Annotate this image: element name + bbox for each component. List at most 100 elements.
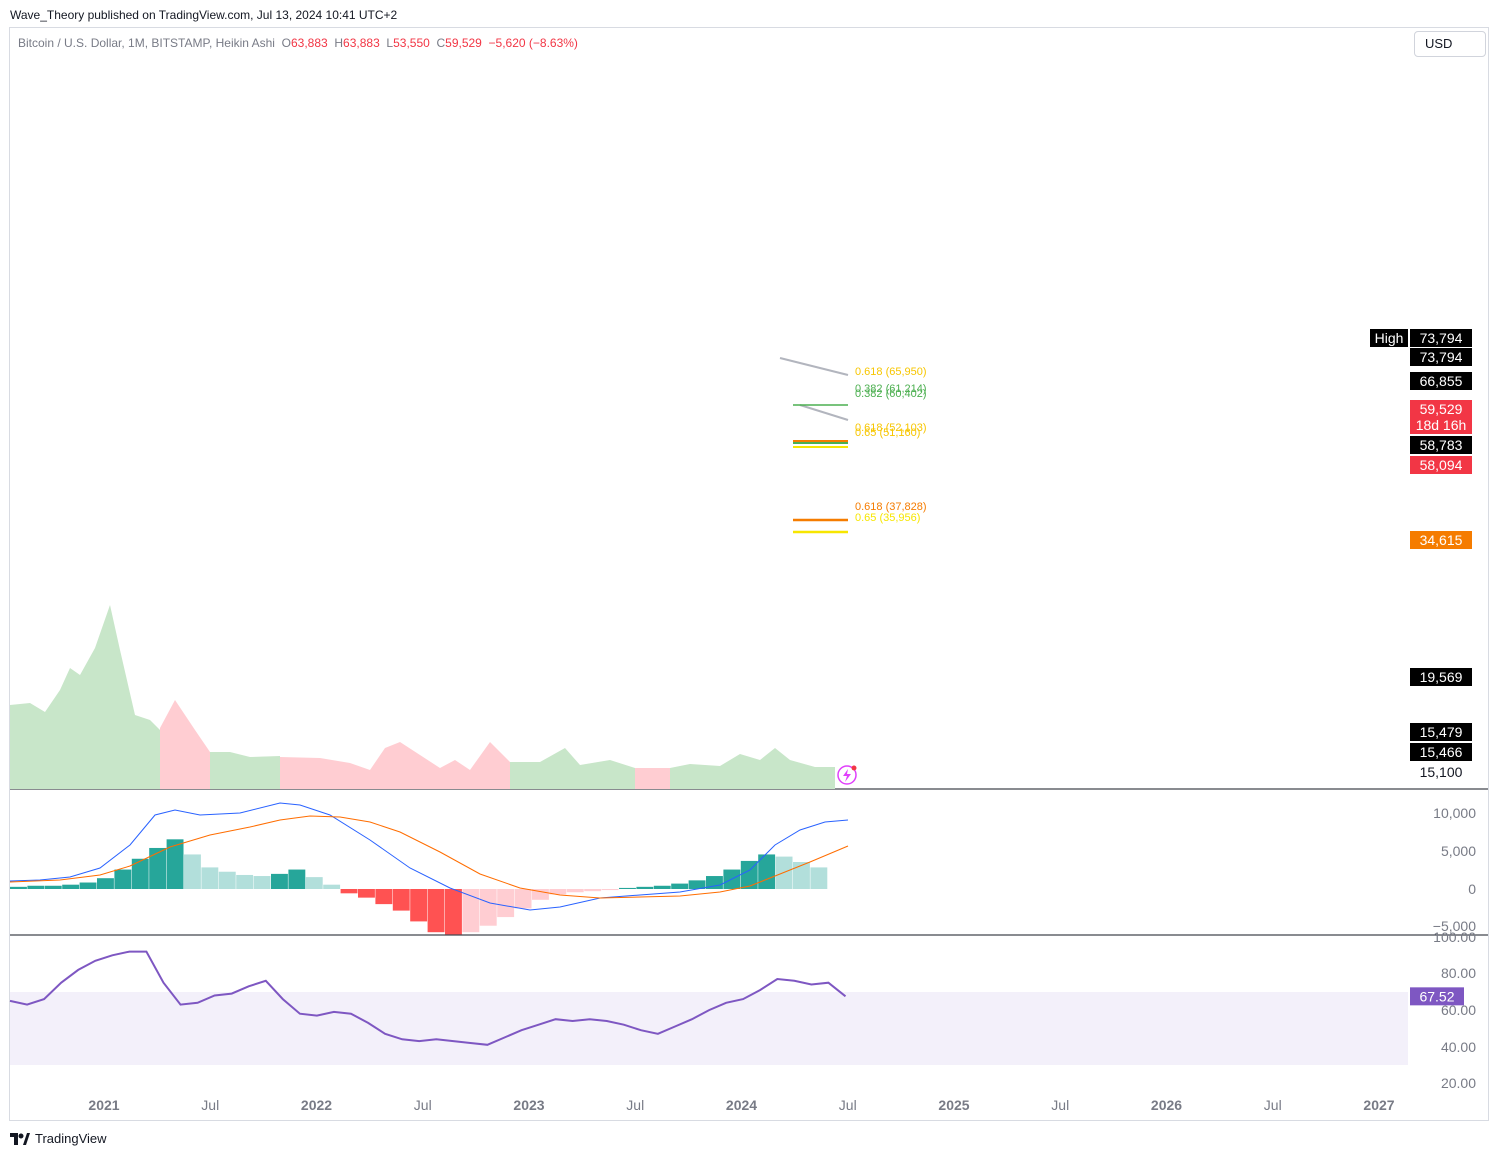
macd-histogram-bar bbox=[131, 858, 149, 889]
trendline bbox=[779, 357, 849, 376]
macd-histogram-bar bbox=[149, 847, 167, 889]
price-label-tag bbox=[1410, 531, 1472, 549]
time-axis-tick: 2025 bbox=[938, 1097, 969, 1113]
macd-axis-tick: 10,000 bbox=[1433, 805, 1476, 821]
volume-up-area bbox=[670, 748, 835, 789]
fib-levels: 0.618 (65,950) 0.382 (61,214)0.382 (60,40… bbox=[779, 357, 927, 534]
price-label-tag bbox=[1410, 348, 1472, 366]
currency-button[interactable]: USD bbox=[1414, 31, 1486, 57]
macd-histogram-bar bbox=[79, 882, 97, 889]
volume-area bbox=[10, 605, 835, 789]
alert-icon[interactable] bbox=[837, 765, 857, 785]
price-label-value: 59,529 bbox=[1420, 401, 1463, 417]
volume-up-area bbox=[510, 748, 635, 789]
rsi-value-tag bbox=[1410, 987, 1464, 1006]
rsi-axis-tick: 40.00 bbox=[1441, 1039, 1476, 1055]
macd-histogram-bar bbox=[514, 889, 532, 909]
price-label-value: 15,466 bbox=[1420, 744, 1463, 760]
fib-label: 0.618 (65,950) bbox=[855, 366, 927, 378]
tradingview-footer[interactable]: TradingView bbox=[10, 1131, 107, 1146]
macd-histogram-bar bbox=[184, 854, 201, 889]
macd-histogram-bar bbox=[793, 862, 810, 889]
price-label-tag bbox=[1410, 329, 1472, 347]
price-label: 58,783 bbox=[1410, 436, 1472, 454]
symbol-legend: Bitcoin / U.S. Dollar, 1M, BITSTAMP, Hei… bbox=[18, 36, 578, 50]
price-label-value: 18d 16h bbox=[1416, 417, 1467, 433]
macd-histogram-bar bbox=[392, 889, 410, 911]
time-axis-tick: Jul bbox=[839, 1097, 857, 1113]
volume-down-area bbox=[280, 742, 510, 789]
macd-histogram-bar bbox=[479, 889, 497, 926]
symbol-name: Bitcoin / U.S. Dollar, 1M, BITSTAMP, Hei… bbox=[18, 36, 275, 50]
price-label-tag bbox=[1410, 456, 1472, 474]
time-axis-tick: 2026 bbox=[1151, 1097, 1182, 1113]
time-axis-tick: Jul bbox=[414, 1097, 432, 1113]
price-label: 34,615 bbox=[1410, 531, 1472, 549]
volume-down-area bbox=[160, 700, 210, 789]
rsi-band bbox=[10, 992, 1408, 1065]
macd-histogram-bar bbox=[218, 871, 236, 889]
close-value: 59,529 bbox=[445, 36, 482, 50]
macd-histogram-bar bbox=[445, 889, 462, 935]
macd-histogram-bar bbox=[601, 889, 619, 891]
macd-histogram-bar bbox=[566, 889, 584, 893]
rsi-line bbox=[9, 950, 847, 1046]
macd-histogram-bar bbox=[584, 889, 602, 892]
price-label: 15,100 bbox=[1410, 763, 1472, 781]
close-label: C bbox=[436, 36, 446, 50]
fib-label: 0.382 (61,214) bbox=[855, 383, 927, 395]
price-label-tag bbox=[1410, 372, 1472, 390]
price-label: 15,466 bbox=[1410, 743, 1472, 761]
time-axis-tick: 2021 bbox=[88, 1097, 119, 1113]
time-axis[interactable]: 2021 Jul 2022 Jul 2023 Jul 2024 Jul 2025 Jul 2026 J… bbox=[88, 1097, 1394, 1113]
low-label: L bbox=[386, 36, 394, 50]
high-value: 63,883 bbox=[343, 36, 380, 50]
macd-histogram-bar bbox=[288, 869, 306, 889]
price-label-tag bbox=[1370, 329, 1408, 347]
price-label-value: 19,569 bbox=[1420, 669, 1463, 685]
publisher-header: Wave_Theory published on TradingView.com… bbox=[10, 8, 398, 22]
macd-histogram-bar bbox=[305, 877, 323, 889]
chart-frame bbox=[9, 27, 1489, 1121]
rsi-pane: 67.52 bbox=[9, 950, 1464, 1046]
macd-axis-tick: 0 bbox=[1468, 881, 1476, 897]
volume-up-area bbox=[10, 605, 160, 789]
price-label-value: 73,794 bbox=[1420, 349, 1463, 365]
change-value: −5,620 (−8.63%) bbox=[488, 36, 578, 50]
macd-line bbox=[9, 802, 849, 911]
macd-histogram-bar bbox=[271, 873, 288, 889]
time-axis-tick: 2023 bbox=[513, 1097, 544, 1113]
macd-histogram-bar bbox=[653, 885, 671, 889]
macd-histogram-bar bbox=[619, 887, 636, 889]
price-label-tag bbox=[1410, 416, 1472, 434]
macd-histogram-bar bbox=[253, 876, 271, 889]
price-label: 59,529 bbox=[1410, 400, 1472, 418]
price-label-tag bbox=[1410, 723, 1472, 741]
macd-histogram-bar bbox=[758, 854, 776, 889]
price-label-title: High bbox=[1375, 330, 1404, 346]
volume-down-area bbox=[635, 768, 670, 789]
time-axis-tick: Jul bbox=[626, 1097, 644, 1113]
tradingview-logo-icon bbox=[10, 1132, 30, 1145]
macd-histogram-bar bbox=[10, 886, 27, 889]
price-label-value: 15,100 bbox=[1420, 764, 1463, 780]
price-label: 58,094 bbox=[1410, 456, 1472, 474]
price-label-tag bbox=[1410, 743, 1472, 761]
macd-pane bbox=[9, 802, 849, 935]
price-label-value: 58,094 bbox=[1420, 457, 1463, 473]
macd-histogram-bar bbox=[410, 889, 428, 922]
macd-histogram-bar bbox=[740, 860, 758, 889]
price-label: 15,479 bbox=[1410, 723, 1472, 741]
rsi-axis-tick: 80.00 bbox=[1441, 965, 1476, 981]
macd-histogram-bar bbox=[671, 883, 689, 889]
price-label: 18d 16h bbox=[1410, 416, 1472, 434]
time-axis-tick: Jul bbox=[1264, 1097, 1282, 1113]
rsi-value-label: 67.52 bbox=[1419, 988, 1454, 1004]
time-axis-tick: Jul bbox=[201, 1097, 219, 1113]
time-axis-tick: 2024 bbox=[726, 1097, 757, 1113]
macd-histogram-bar bbox=[706, 876, 723, 889]
time-axis-tick: 2027 bbox=[1363, 1097, 1394, 1113]
price-axis[interactable]: 240,000200,000170,000140,000120,000100,0… bbox=[1425, 0, 1476, 1091]
price-label: High 73,794 bbox=[1370, 329, 1472, 347]
